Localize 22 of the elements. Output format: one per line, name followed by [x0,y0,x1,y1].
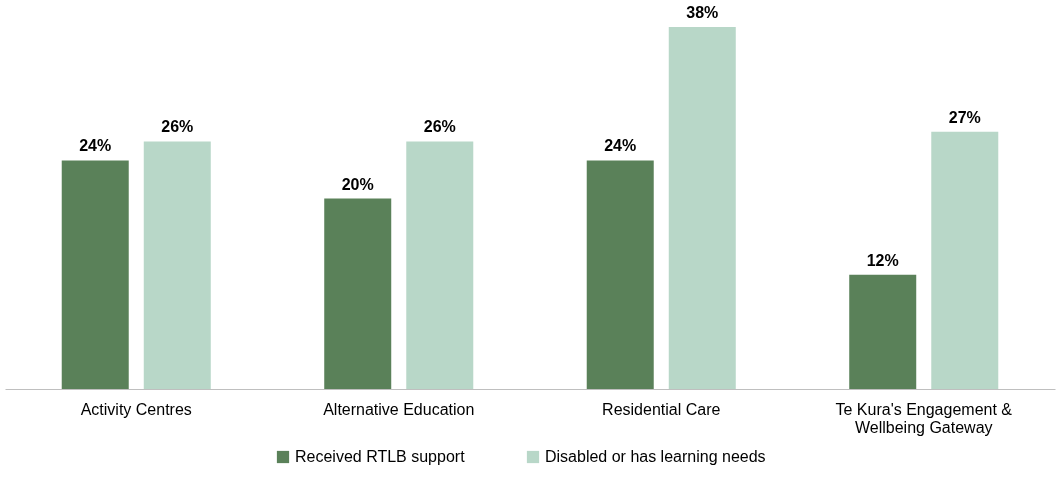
bar [586,160,654,389]
x-tick-label: Activity Centres [80,400,192,418]
bar [61,160,129,389]
legend-label: Received RTLB support [295,448,466,465]
bar [143,141,211,389]
data-label: 26% [423,118,456,136]
legend-label: Disabled or has learning needs [545,448,766,465]
bar [406,141,474,389]
bar [931,131,999,389]
x-tick-label: Alternative Education [323,400,475,418]
bar [668,27,736,389]
data-label: 38% [686,4,719,22]
data-label: 24% [604,137,637,155]
data-label: 24% [79,137,112,155]
x-tick-label: Te Kura's Engagement & Wellbeing Gateway [835,400,1013,436]
data-label: 12% [866,251,899,269]
data-label: 20% [341,175,374,193]
x-tick-label: Residential Care [602,400,721,418]
bar [324,198,392,389]
data-label: 26% [161,118,194,136]
data-label: 27% [948,108,981,126]
bar [849,274,917,389]
